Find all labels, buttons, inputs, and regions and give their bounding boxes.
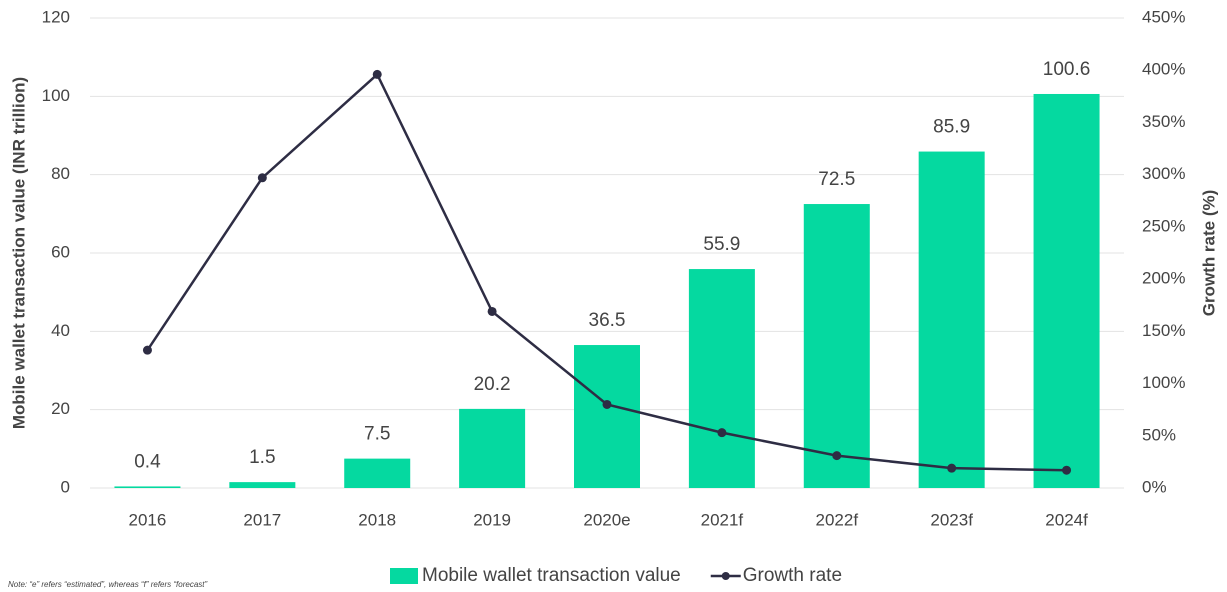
data-label: 20.2 [474,374,511,395]
y2-tick-label: 200% [1142,269,1185,288]
data-label: 55.9 [703,234,740,255]
y-tick-label: 120 [42,7,70,26]
y2-tick-label: 400% [1142,60,1185,79]
x-tick-label: 2016 [129,510,167,529]
data-label: 0.4 [134,451,161,472]
y-axis-label: Mobile wallet transaction value (INR tri… [9,77,28,429]
legend-swatch [721,572,730,580]
y-tick-label: 40 [51,321,70,340]
line-marker [487,306,497,316]
line-marker [1062,465,1072,475]
x-tick-label: 2023f [930,510,973,529]
x-tick-label: 2018 [358,510,396,529]
line-marker [832,451,842,461]
y-tick-label: 20 [51,399,70,418]
y2-tick-label: 350% [1142,112,1185,131]
x-tick-label: 2024f [1045,510,1088,529]
bar [803,204,870,488]
x-tick-label: 2019 [473,510,511,529]
data-label: 7.5 [364,424,390,445]
bar [459,408,526,488]
data-label: 36.5 [589,310,626,331]
bar [1033,93,1100,488]
y2-tick-label: 250% [1142,216,1185,235]
data-label: 100.6 [1043,59,1091,80]
x-tick-label: 2020e [583,510,630,529]
x-tick-label: 2022f [816,510,859,529]
line-marker [602,399,612,409]
bar [688,269,755,488]
data-label: 1.5 [249,447,275,468]
x-tick-label: 2021f [701,510,744,529]
legend-label: Growth rate [743,565,842,586]
line-marker [257,173,267,183]
y2-tick-label: 150% [1142,321,1185,340]
y2-tick-label: 50% [1142,425,1176,444]
note: Note: “e” refers “estimated”, whereas “f… [8,580,208,589]
bar [574,345,640,488]
line-marker [142,345,152,355]
data-label: 85.9 [933,117,970,138]
y2-tick-label: 0% [1142,477,1167,496]
line-marker [717,428,727,438]
bar [918,151,985,488]
x-tick-label: 2017 [243,510,281,529]
legend-label: Mobile wallet transaction value [422,565,681,586]
bar [229,482,296,488]
y2-tick-label: 300% [1142,164,1185,183]
line-marker [947,463,957,473]
y2-tick-label: 100% [1142,373,1185,392]
bar [114,486,181,488]
y-tick-label: 100 [42,86,70,105]
y-tick-label: 0 [61,477,70,496]
y-tick-label: 60 [51,242,70,261]
y2-tick-label: 450% [1142,7,1185,26]
y-tick-label: 80 [51,164,70,183]
data-label: 72.5 [818,169,855,190]
legend-swatch [390,568,418,584]
y2-axis-label: Growth rate (%) [1199,190,1218,317]
bar [344,458,411,488]
line-marker [372,69,382,79]
